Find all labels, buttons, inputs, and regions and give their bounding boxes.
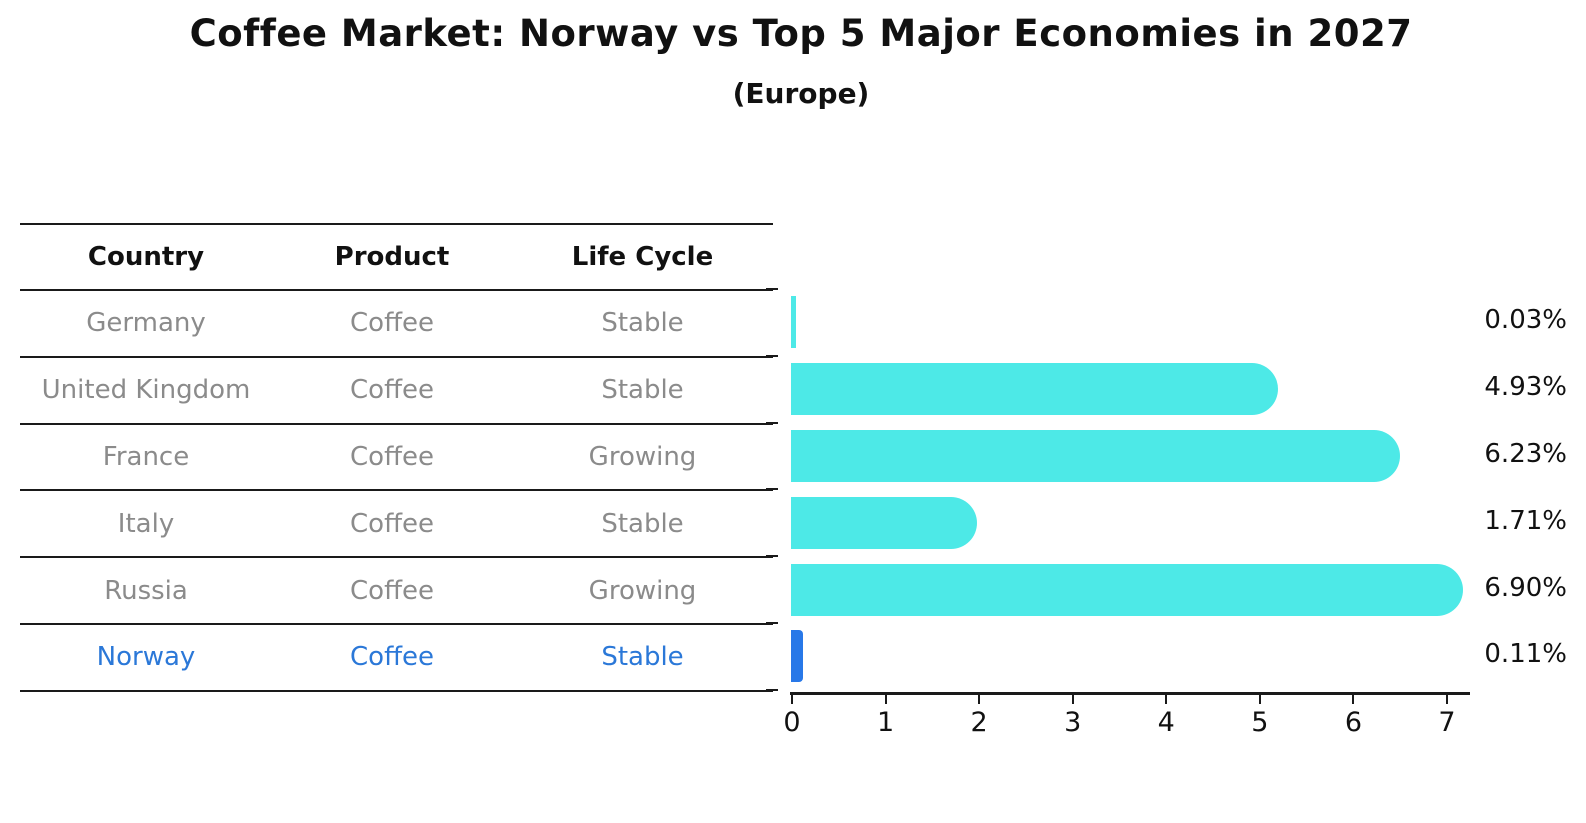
table-row: Italy Coffee Stable [20, 491, 773, 559]
cell-product: Coffee [350, 642, 434, 673]
table-header-row: Country Product Life Cycle [20, 225, 773, 291]
country-table: Country Product Life Cycle Germany Coffe… [20, 223, 773, 692]
column-header-country: Country [87, 242, 205, 272]
chart-subtitle: (Europe) [732, 77, 870, 110]
bar-value-label: 1.71% [1484, 505, 1567, 536]
x-axis-tick [1165, 695, 1168, 704]
bar-france [791, 430, 1400, 482]
x-axis-tick [1352, 695, 1355, 704]
cell-life-cycle: Stable [601, 642, 684, 673]
bar-united-kingdom [791, 363, 1279, 416]
x-axis-tick [791, 695, 793, 704]
column-header-product: Product [334, 242, 450, 272]
x-axis-tick-label: 4 [1157, 707, 1175, 738]
cell-country: France [102, 441, 190, 472]
cell-product: Coffee [350, 308, 434, 339]
cell-product: Coffee [350, 508, 434, 539]
column-header-life-cycle: Life Cycle [571, 242, 714, 272]
x-axis-tick-label: 3 [1064, 707, 1082, 738]
x-axis-tick [1071, 695, 1074, 704]
bar-value-label: 0.11% [1484, 639, 1567, 670]
table-row: Germany Coffee Stable [20, 291, 773, 358]
x-axis-tick [1258, 695, 1261, 704]
y-axis-tick [766, 688, 778, 691]
cell-life-cycle: Stable [601, 508, 684, 539]
bar-russia [791, 563, 1463, 616]
x-axis-tick [884, 695, 887, 704]
x-axis-tick [1445, 695, 1448, 704]
cell-country: Norway [96, 642, 196, 673]
cell-country: Italy [117, 508, 175, 539]
bar-value-label: 6.90% [1484, 572, 1567, 603]
bar-norway [791, 630, 804, 683]
x-axis-line [790, 692, 1470, 695]
table-row: Norway Coffee Stable [20, 625, 773, 692]
cell-life-cycle: Stable [601, 375, 684, 406]
bar-value-label: 0.03% [1484, 305, 1567, 336]
cell-life-cycle: Growing [588, 575, 697, 606]
bar-germany [791, 296, 796, 349]
table-row: Russia Coffee Growing [20, 558, 773, 625]
cell-country: Germany [86, 308, 206, 339]
title-block: Coffee Market: Norway vs Top 5 Major Eco… [0, 12, 1586, 110]
x-axis-tick-label: 2 [970, 707, 988, 738]
cell-country: Russia [104, 575, 188, 606]
y-axis-tick [766, 421, 778, 424]
chart-title: Coffee Market: Norway vs Top 5 Major Eco… [189, 12, 1413, 55]
cell-country: United Kingdom [41, 375, 251, 406]
x-axis-tick-label: 5 [1251, 707, 1269, 738]
x-axis-tick-label: 0 [783, 707, 801, 738]
bar-italy [791, 496, 977, 549]
y-axis-tick [766, 354, 778, 357]
cell-product: Coffee [350, 375, 434, 406]
x-axis-tick [978, 695, 981, 704]
bar-value-label: 4.93% [1484, 372, 1567, 403]
table-row: France Coffee Growing [20, 425, 773, 492]
x-axis-tick-label: 1 [876, 707, 895, 738]
cell-product: Coffee [350, 441, 434, 472]
cell-product: Coffee [350, 575, 434, 606]
x-axis-tick-label: 6 [1344, 707, 1362, 738]
cell-life-cycle: Stable [601, 308, 684, 339]
y-axis-tick [766, 555, 778, 558]
y-axis-tick [766, 288, 778, 290]
table-row: United Kingdom Coffee Stable [20, 358, 773, 425]
y-axis-tick [766, 622, 778, 624]
cell-life-cycle: Growing [588, 441, 697, 472]
bar-value-label: 6.23% [1484, 439, 1567, 469]
y-axis-tick [766, 488, 778, 491]
x-axis-tick-label: 7 [1438, 707, 1456, 738]
